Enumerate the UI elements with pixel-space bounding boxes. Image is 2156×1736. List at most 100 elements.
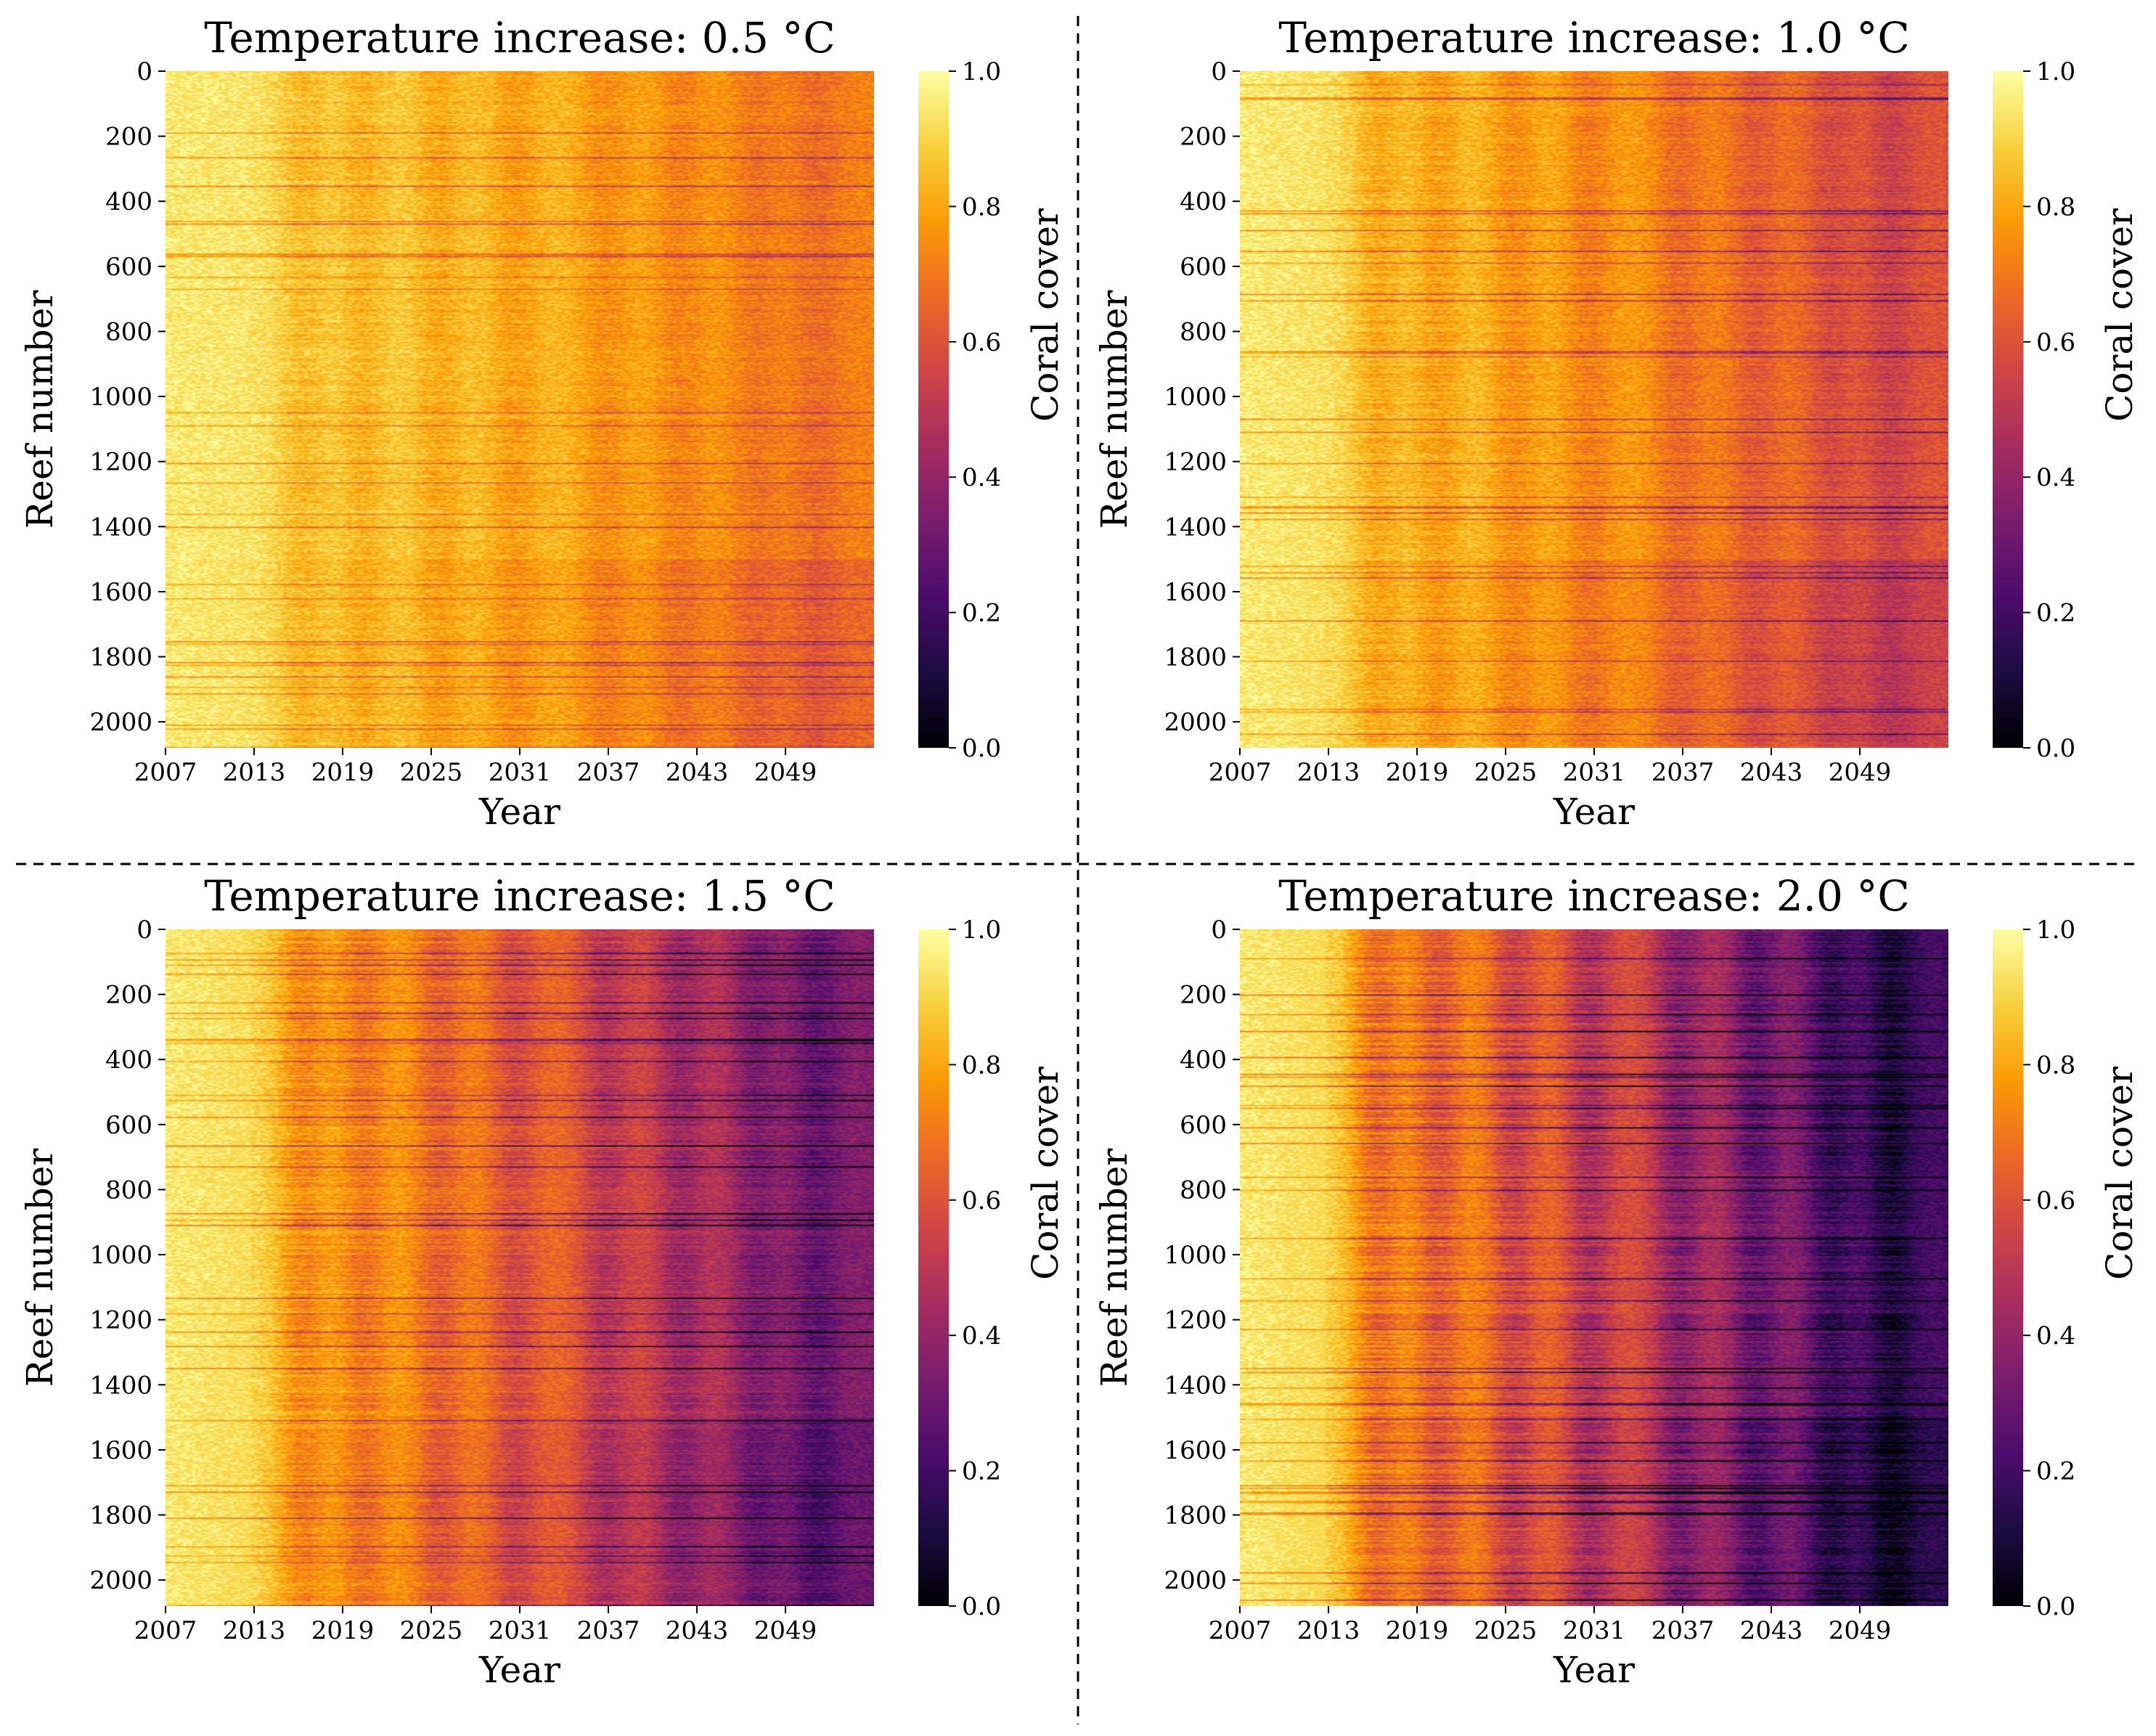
y-tick-label: 200 — [105, 981, 152, 1010]
y-tick-label: 800 — [105, 317, 152, 346]
colorbar-tick-label: 0.8 — [962, 1051, 1001, 1080]
x-tick-label: 2049 — [754, 758, 817, 787]
heatmap-panel: Temperature increase: 0.5 °C 2007 2013 2019… — [19, 13, 1066, 833]
colorbar-tick-label: 0.0 — [2036, 734, 2075, 763]
y-tick-label: 1400 — [89, 513, 152, 542]
panels: Temperature increase: 0.5 °C 2007 2013 2019… — [19, 13, 2141, 1691]
y-tick-label: 1400 — [89, 1371, 152, 1400]
x-tick-label: 2031 — [489, 758, 552, 787]
colorbar-tick-label: 1.0 — [2036, 57, 2075, 86]
y-tick-label: 600 — [105, 1111, 152, 1140]
y-tick-label: 2000 — [1164, 1566, 1227, 1595]
y-tick-label: 1600 — [1164, 578, 1227, 607]
x-tick-label: 2019 — [311, 758, 375, 787]
y-tick-label: 400 — [1180, 187, 1227, 216]
y-tick-label: 200 — [1180, 123, 1227, 152]
x-axis-label: Year — [1553, 1649, 1635, 1691]
heatmap-panel: Temperature increase: 2.0 °C 2007 2013 2019… — [1093, 871, 2141, 1691]
y-tick-label: 600 — [1180, 1111, 1227, 1140]
colorbar-tick-label: 0.8 — [2036, 1051, 2075, 1080]
y-tick-label: 800 — [1180, 317, 1227, 346]
x-tick-label: 2043 — [666, 758, 729, 787]
y-axis-label: Reef number — [19, 1149, 61, 1387]
colorbar-tick-label: 0.6 — [2036, 328, 2075, 357]
colorbar-tick-label: 0.0 — [962, 1592, 1001, 1621]
colorbar-tick-label: 0.4 — [2036, 463, 2075, 492]
colorbar-tick-label: 0.4 — [962, 463, 1001, 492]
x-tick-label: 2007 — [1209, 1616, 1272, 1645]
x-tick-label: 2013 — [1297, 758, 1360, 787]
colorbar-tick-label: 0.4 — [2036, 1321, 2075, 1350]
x-tick-label: 2007 — [134, 758, 197, 787]
y-tick-label: 1000 — [1164, 383, 1227, 412]
x-tick-label: 2049 — [754, 1616, 817, 1645]
y-tick-label: 0 — [1211, 916, 1227, 945]
y-tick-label: 600 — [105, 253, 152, 282]
x-tick-label: 2031 — [1563, 1616, 1626, 1645]
colorbar-label: Coral cover — [2099, 208, 2141, 422]
heatmap-panel: Temperature increase: 1.5 °C 2007 2013 2019… — [19, 871, 1066, 1691]
x-tick-label: 2025 — [1474, 758, 1538, 787]
x-tick-label: 2049 — [1829, 1616, 1892, 1645]
x-tick-label: 2019 — [1386, 758, 1449, 787]
y-tick-label: 1200 — [89, 448, 152, 477]
x-tick-label: 2025 — [400, 758, 463, 787]
x-tick-label: 2013 — [223, 758, 286, 787]
colorbar-tick-label: 0.8 — [962, 192, 1001, 221]
x-tick-label: 2043 — [666, 1616, 729, 1645]
y-tick-label: 2000 — [89, 1566, 152, 1595]
y-tick-label: 1600 — [89, 578, 152, 607]
colorbar-label: Coral cover — [1024, 208, 1066, 422]
y-tick-label: 1200 — [89, 1306, 152, 1335]
heatmap-panel: Temperature increase: 1.0 °C 2007 2013 2019… — [1093, 13, 2141, 833]
panel-title: Temperature increase: 2.0 °C — [1278, 871, 1910, 921]
colorbar-label: Coral cover — [2099, 1067, 2141, 1280]
colorbar-tick-label: 1.0 — [962, 57, 1001, 86]
y-tick-label: 1600 — [89, 1436, 152, 1465]
y-axis-label: Reef number — [1093, 1149, 1135, 1387]
y-tick-label: 1000 — [89, 383, 152, 412]
colorbar-tick-label: 0.6 — [962, 1186, 1001, 1215]
y-tick-label: 1400 — [1164, 1371, 1227, 1400]
heatmap-cells — [1240, 929, 1948, 1606]
y-tick-label: 1200 — [1164, 448, 1227, 477]
colorbar-tick-label: 0.4 — [962, 1321, 1001, 1350]
colorbar-tick-label: 0.2 — [2036, 599, 2075, 628]
x-tick-label: 2031 — [489, 1616, 552, 1645]
x-tick-label: 2013 — [1297, 1616, 1360, 1645]
y-tick-label: 1800 — [1164, 643, 1227, 672]
y-tick-label: 400 — [1180, 1046, 1227, 1075]
x-tick-label: 2049 — [1829, 758, 1892, 787]
panel-title: Temperature increase: 0.5 °C — [204, 13, 836, 62]
y-tick-label: 400 — [105, 1046, 152, 1075]
colorbar-label: Coral cover — [1024, 1067, 1066, 1280]
colorbar-tick-label: 0.0 — [962, 734, 1001, 763]
x-tick-label: 2013 — [223, 1616, 286, 1645]
y-tick-label: 600 — [1180, 253, 1227, 282]
x-tick-label: 2031 — [1563, 758, 1626, 787]
y-tick-label: 200 — [105, 123, 152, 152]
x-tick-label: 2019 — [1386, 1616, 1449, 1645]
x-tick-label: 2007 — [1209, 758, 1272, 787]
colorbar-tick-label: 0.0 — [2036, 1592, 2075, 1621]
y-tick-label: 0 — [1211, 57, 1227, 86]
heatmap-cells — [166, 71, 874, 748]
x-tick-label: 2007 — [134, 1616, 197, 1645]
colorbar-tick-label: 1.0 — [962, 916, 1001, 945]
colorbar — [1993, 71, 2023, 748]
y-tick-label: 1800 — [1164, 1501, 1227, 1531]
y-tick-label: 1800 — [89, 1501, 152, 1531]
y-tick-label: 1000 — [89, 1241, 152, 1270]
x-tick-label: 2019 — [311, 1616, 375, 1645]
y-axis-label: Reef number — [1093, 290, 1135, 529]
y-tick-label: 0 — [136, 916, 152, 945]
panel-title: Temperature increase: 1.5 °C — [204, 871, 836, 921]
x-tick-label: 2043 — [1740, 1616, 1803, 1645]
x-tick-label: 2025 — [400, 1616, 463, 1645]
y-tick-label: 1800 — [89, 643, 152, 672]
y-tick-label: 1600 — [1164, 1436, 1227, 1465]
colorbar — [1993, 929, 2023, 1606]
colorbar-tick-label: 0.2 — [2036, 1457, 2075, 1486]
x-axis-label: Year — [1553, 791, 1635, 833]
